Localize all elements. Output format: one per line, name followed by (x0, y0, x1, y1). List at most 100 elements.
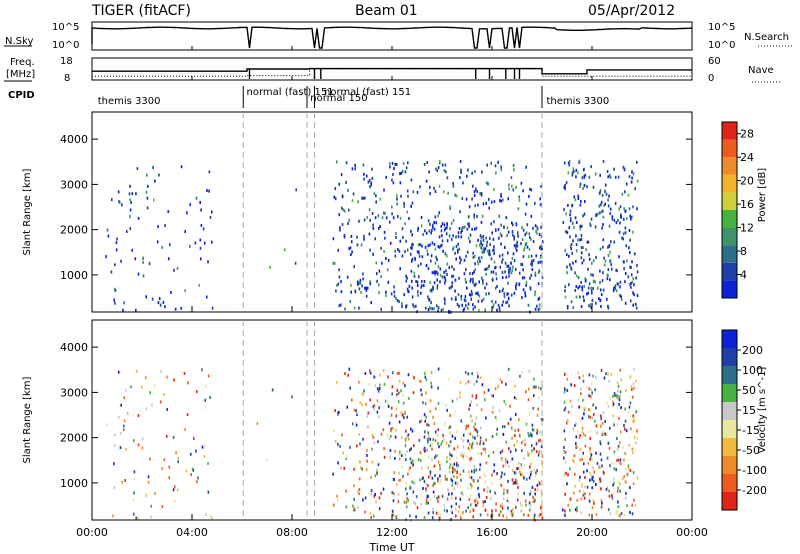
power-scatter-point (575, 259, 577, 263)
velocity-scatter-point (515, 412, 517, 416)
velocity-scatter-point (624, 427, 626, 431)
velocity-scatter-point (618, 403, 620, 406)
power-scatter-point (594, 280, 596, 284)
power-scatter-point (469, 293, 471, 297)
velocity-scatter-point (527, 452, 530, 456)
velocity-scatter-point (366, 459, 368, 463)
power-scatter-point (421, 280, 423, 283)
power-scatter-point (568, 283, 570, 287)
velocity-scatter-point (605, 487, 608, 491)
velocity-scatter-point (569, 508, 571, 512)
power-scatter-point (392, 173, 394, 176)
power-scatter-point (569, 219, 572, 223)
power-scatter-point (446, 254, 448, 258)
velocity-scatter-point (518, 418, 520, 422)
power-scatter-point (530, 214, 533, 218)
power-scatter-point (488, 206, 490, 210)
velocity-scatter-point (166, 375, 168, 379)
power-scatter-point (419, 185, 421, 189)
power-scatter-point (538, 307, 541, 311)
velocity-scatter-point (389, 456, 391, 460)
power-scatter-point (433, 307, 435, 311)
power-scatter-point (480, 246, 483, 250)
power-scatter-point (351, 250, 353, 254)
power-scatter-point (507, 281, 509, 285)
power-scatter-point (564, 249, 566, 253)
power-scatter-point (507, 268, 510, 272)
power-scatter-point (499, 265, 502, 269)
velocity-scatter-point (412, 459, 414, 463)
power-scatter-point (383, 250, 385, 254)
power-scatter-point (566, 306, 569, 310)
power-scatter-point (475, 282, 477, 286)
power-scatter-point (426, 161, 428, 164)
velocity-scatter-point (468, 475, 471, 479)
power-scatter-point (485, 282, 488, 286)
velocity-scatter-point (577, 371, 579, 375)
velocity-scatter-point (423, 413, 426, 417)
power-scatter-point (602, 209, 604, 213)
power-scatter-point (465, 254, 467, 258)
power-scatter-point (497, 160, 499, 164)
velocity-scatter-point (518, 461, 520, 465)
velocity-scatter-point (613, 481, 615, 485)
power-scatter-point (619, 205, 622, 209)
velocity-scatter-point (635, 379, 637, 383)
velocity-scatter-point (625, 467, 628, 471)
power-scatter-point (350, 253, 352, 257)
velocity-scatter-point (382, 428, 385, 432)
velocity-scatter-point (437, 495, 440, 499)
power-scatter-point (186, 211, 188, 215)
power-scatter-point (126, 230, 128, 233)
velocity-scatter-point (584, 434, 587, 437)
power-scatter-point (570, 266, 572, 270)
power-scatter-point (497, 303, 500, 307)
velocity-scatter-point (632, 482, 635, 486)
velocity-scatter-point (625, 480, 627, 484)
velocity-scatter-point (123, 396, 126, 400)
velocity-scatter-point (462, 454, 465, 458)
power-scatter-point (530, 273, 532, 277)
velocity-scatter-point (563, 456, 565, 460)
velocity-scatter-point (416, 506, 419, 510)
power-scatter-point (540, 256, 542, 259)
velocity-scatter-point (501, 506, 504, 510)
power-scatter-point (508, 271, 510, 275)
velocity-scatter-point (479, 463, 482, 467)
velocity-scatter-point (501, 425, 504, 429)
velocity-scatter-point (397, 500, 400, 504)
velocity-scatter-point (594, 388, 596, 392)
velocity-scatter-point (606, 401, 608, 405)
velocity-scatter-point (358, 380, 360, 384)
velocity-scatter-point (633, 417, 635, 421)
velocity-scatter-point (360, 466, 362, 470)
power-scatter-point (433, 242, 436, 246)
velocity-scatter-point (564, 372, 566, 376)
velocity-scatter-point (510, 511, 513, 515)
velocity-scatter-point (404, 453, 407, 457)
power-scatter-point (517, 234, 519, 238)
power-scatter-point (444, 226, 447, 230)
power-scatter-point (462, 308, 465, 312)
power-scatter-point (540, 185, 542, 188)
velocity-scatter-point (446, 477, 448, 481)
power-colorbar-tick-label-3: 16 (740, 198, 754, 211)
power-scatter-point (388, 162, 391, 165)
velocity-scatter-point (495, 432, 498, 436)
power-scatter-point (583, 183, 586, 187)
velocity-scatter-point (473, 382, 476, 386)
power-scatter-point (482, 279, 484, 283)
velocity-scatter-point (474, 466, 477, 470)
velocity-scatter-point (173, 499, 176, 503)
velocity-scatter-point (618, 394, 621, 398)
velocity-scatter-point (427, 440, 429, 444)
velocity-scatter-point (382, 487, 385, 491)
power-scatter-point (563, 208, 565, 212)
velocity-scatter-point (468, 470, 470, 474)
velocity-scatter-point (534, 492, 537, 496)
power-scatter-point (468, 236, 470, 240)
velocity-scatter-point (482, 442, 485, 446)
velocity-scatter-point (421, 466, 423, 470)
